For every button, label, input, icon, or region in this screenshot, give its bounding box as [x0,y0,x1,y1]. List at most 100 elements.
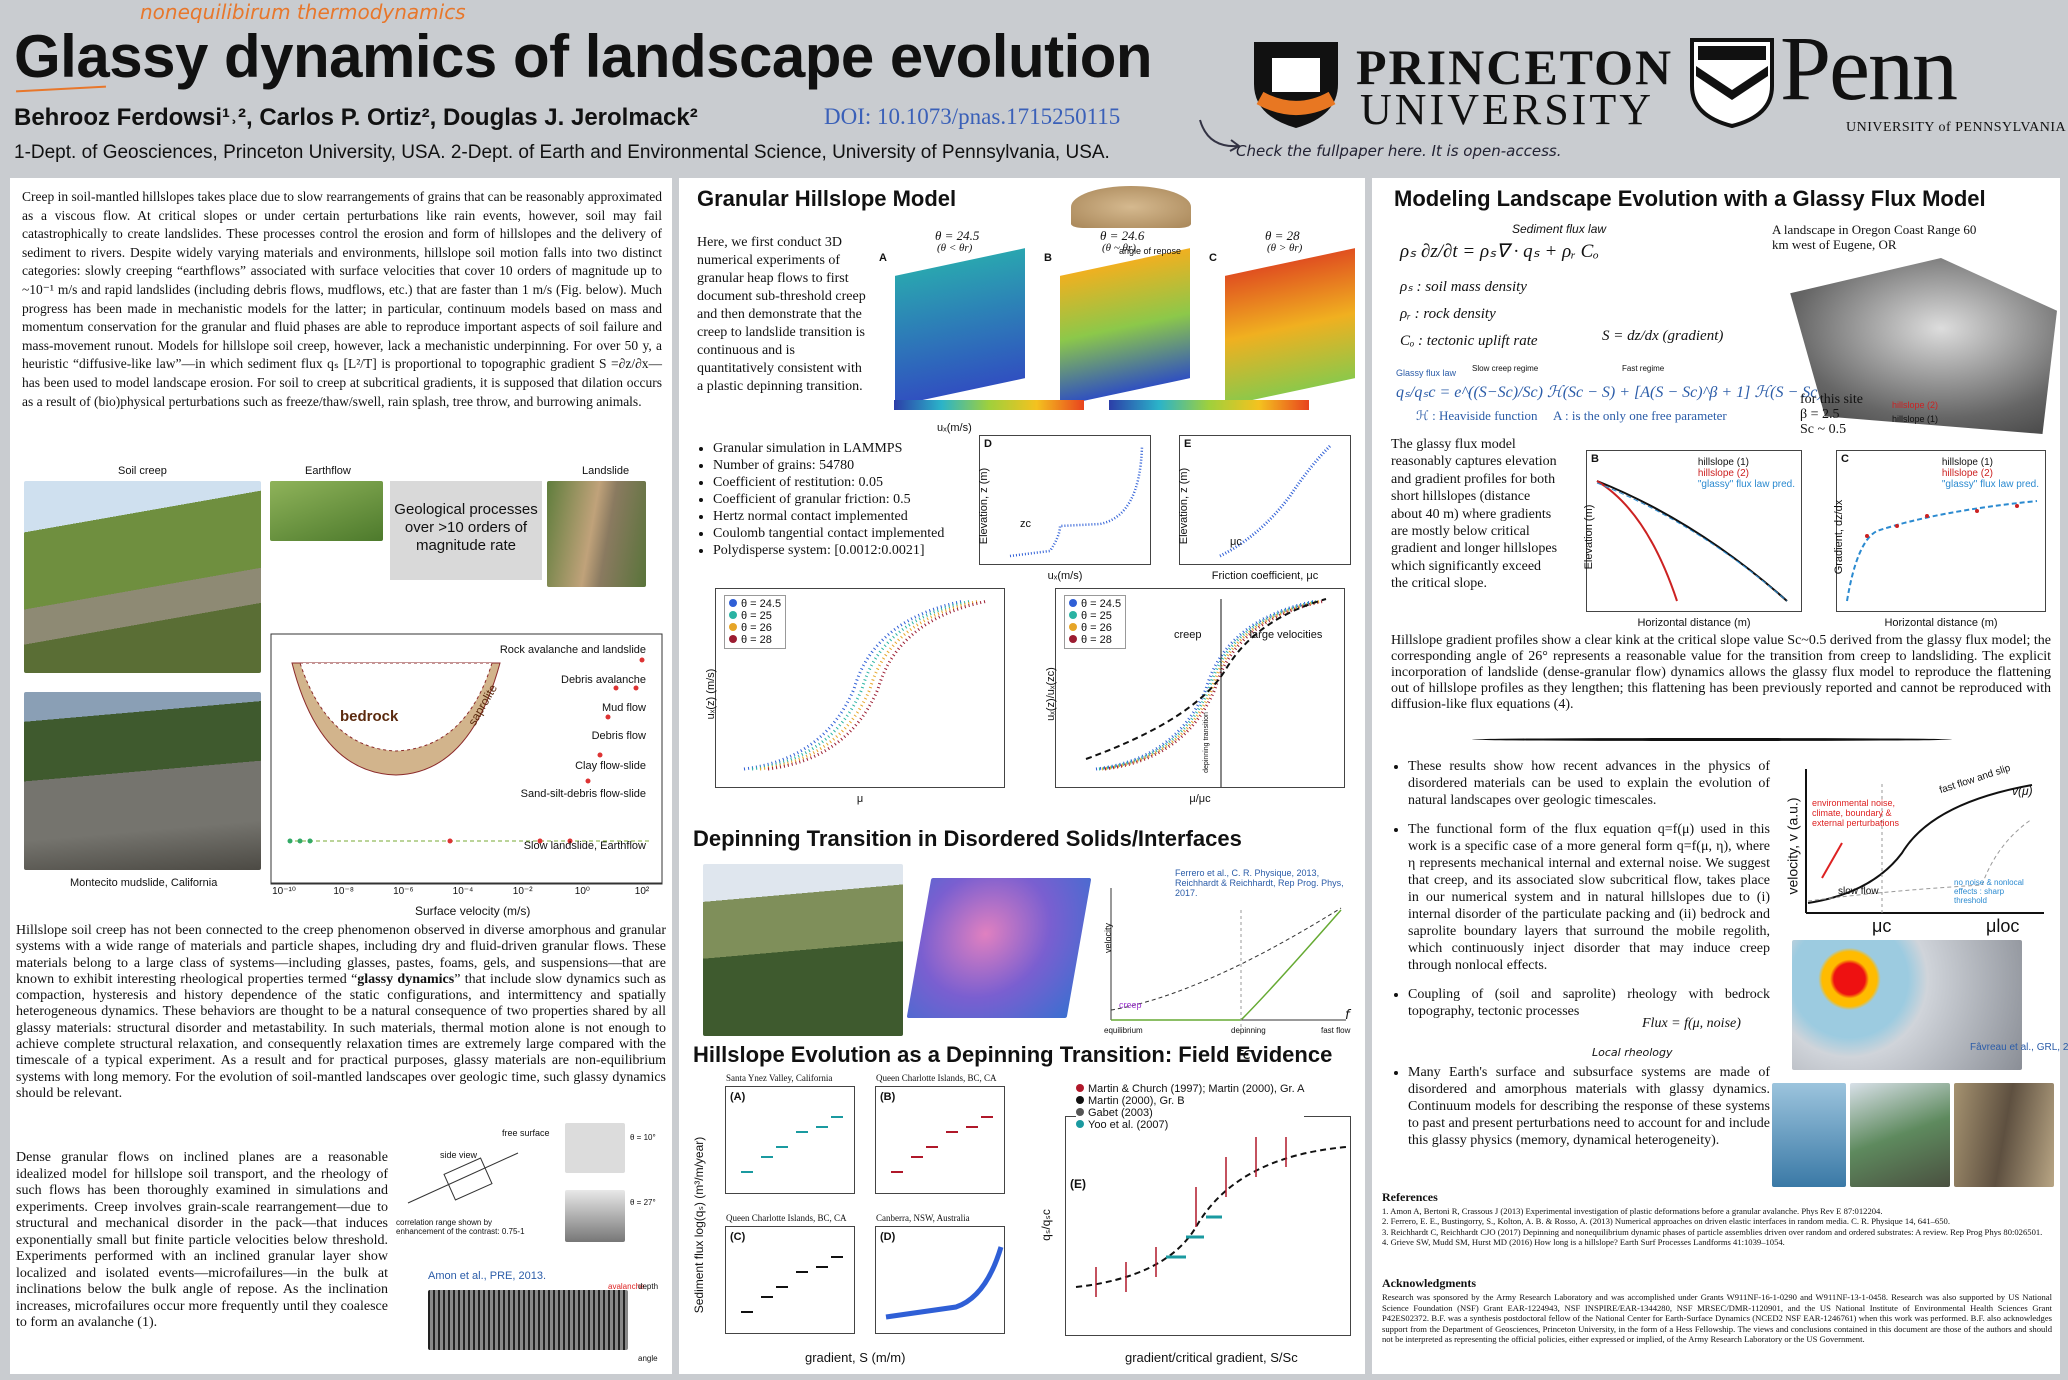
colorbar [1109,400,1309,410]
curve-sketch [1846,500,2038,602]
curve-sketch [1085,598,1327,787]
paragraph: Hillslope soil creep has not been connec… [16,923,666,1102]
bullet-list: These results show how recent advances i… [1392,758,1770,1161]
panel-letter: D [984,438,992,450]
photo [1850,1083,1950,1187]
paragraph: Creep in soil-mantled hillslopes takes p… [22,189,662,409]
bullet-item: These results show how recent advances i… [1408,758,1770,809]
tick-label: 10⁻¹⁰ [272,886,296,897]
field-figure: (A) Santa Ynez Valley, California (B) Queen… [685,1073,1361,1370]
curve-sketch [743,599,989,771]
ack-heading: Acknowledgments [1382,1276,1477,1290]
legend: θ = 24.5 θ = 25 θ = 26 θ = 28 [1064,595,1127,649]
curve-sketch [741,1256,843,1313]
x-axis-label: Friction coefficient, μc [1211,570,1319,582]
logo-text: UNIVERSITY [1360,85,1654,134]
legend-swatch [1069,599,1077,607]
figure-label: free surface [502,1128,550,1138]
equation: ρₛ ∂z/∂t = ρₛ∇ · qₛ + ρᵣ Cₒ [1400,241,1599,262]
curve-sketch [1009,445,1144,558]
legend-swatch [1069,635,1077,643]
tick-label: 10⁻⁸ [333,886,354,897]
legend: hillslope (1) hillslope (2) "glassy" flux … [1942,457,2039,490]
legend-text: hillslope (1) [1941,457,1993,468]
tick-label: 10² [634,886,650,897]
reference: 1. Amon A, Bertoni R, Crassous J (2013) … [1382,1206,1883,1216]
chart-panel: (D) Canberra, NSW, Australia [875,1213,1005,1334]
regime-label: (θ > θr) [1267,242,1303,254]
legend-text: θ = 24.5 [741,598,782,610]
tick-label: 10⁻⁴ [452,886,474,897]
marker-label: μc [1230,536,1242,548]
axis-label: velocity, v (a.u.) [1784,797,1801,895]
bullet-item: Many Earth's surface and subsurface syst… [1408,1064,1770,1149]
bullet-item: Hertz normal contact implemented [713,508,967,525]
chart-panel: (E) Martin & Church (1997); Martin (2000)… [1065,1083,1351,1336]
panel-letter: (E) [1070,1177,1086,1191]
bullet-item: Polydisperse system: [0.0012:0.0021] [713,542,967,559]
legend: hillslope (1) hillslope (2) "glassy" flux … [1698,457,1795,490]
legend-text: Martin & Church (1997); Martin (2000), G… [1088,1083,1305,1095]
x-axis-label: μ/μc [1189,793,1211,805]
photo-label: Earthflow [305,465,351,477]
process-list: Rock avalanche and landslide Debris avala… [450,644,656,854]
panel-letter: C [1209,252,1217,264]
chart-panel: (A) Santa Ynez Valley, California [725,1073,855,1194]
definition: Cₒ : tectonic uplift rate [1400,333,1538,349]
legend-text: θ = 25 [741,610,772,622]
figure-image [906,878,1092,1018]
legend-text: θ = 28 [1081,634,1112,646]
panel-letter: (B) [880,1091,896,1103]
paragraph: Hillslope gradient profiles show a clear… [1391,633,2051,712]
velocity-figure [270,633,663,885]
caption: Amon et al., PRE, 2013. [428,1270,547,1282]
legend-item: θ = 26 [729,622,781,634]
photo [1772,1083,1846,1187]
process-label: Debris avalanche [561,674,646,686]
site-label: Santa Ynez Valley, California [726,1073,833,1083]
legend-text: Yoo et al. (2007) [1088,1119,1169,1131]
site-parameters: for this site β = 2.5 Sc ~ 0.5 [1800,392,1863,437]
axis-label: velocity [1103,922,1114,954]
equation: Flux = f(μ, noise) [1642,1016,1741,1031]
x-axis-label: Horizontal distance (m) [1884,617,1998,629]
chart-panel: uₓ(z) (m/s) μ θ = 24.5 θ = 25 θ = 26 θ = 28 [705,588,1005,805]
curve-sketch [885,1246,1004,1320]
granular-block [895,248,1025,406]
figure-label: fast flow [1321,1026,1351,1035]
reference: 2. Ferrero, E. E., Bustingorry, S., Kolt… [1382,1216,1950,1227]
process-label: Sand-silt-debris flow-slide [520,788,646,800]
legend-text: "glassy" flux law pred. [1941,479,2039,490]
figure-label: v(μ) [2012,784,2033,798]
figure-image [428,1290,628,1350]
y-axis-label: Sediment flux log(qₛ) (m³/m/year) [692,1136,706,1314]
legend-item: θ = 28 [729,634,781,646]
references-heading: References [1382,1190,1438,1204]
chart-panel: B Elevation (m) Horizontal distance (m) hil… [1583,450,1802,629]
figure-label: creep [1119,1000,1142,1010]
granular-block [1225,248,1355,406]
acknowledgments: Research was sponsored by the Army Resea… [1382,1292,2052,1345]
figure-label: hillslope (2) [1892,400,1939,410]
panel-letter: (A) [730,1091,746,1103]
bullet-list: Granular simulation in LAMMPSNumber of g… [697,440,967,559]
photo-label: Landslide [582,465,630,477]
bullet-item: Number of grains: 54780 [713,457,967,474]
legend: Martin & Church (1997); Martin (2000), G… [1076,1083,1305,1131]
figure-image [1792,940,2022,1070]
site-parameter: for this site [1800,392,1863,407]
chart-panel: (B) Queen Charlotte Islands, BC, CA [875,1073,1005,1194]
figure-label: no noise & nonlocal effects : sharp thre… [1954,878,2024,905]
text-bold: glassy dynamics [357,971,455,987]
x-axis-label: gradient/critical gradient, S/Sc [1125,1350,1298,1365]
bullet-item: Granular simulation in LAMMPS [713,440,967,457]
theta-label: θ = 24.5 [935,228,980,243]
photo [547,481,646,587]
photo [565,1190,625,1242]
legend-item: θ = 24.5 [729,598,781,610]
definitions: ρₛ : soil mass density ρᵣ : rock density C… [1400,274,1538,355]
doi-link[interactable]: DOI: 10.1073/pnas.1715250115 [824,104,1121,129]
figure-label: hillslope (1) [1892,414,1939,424]
